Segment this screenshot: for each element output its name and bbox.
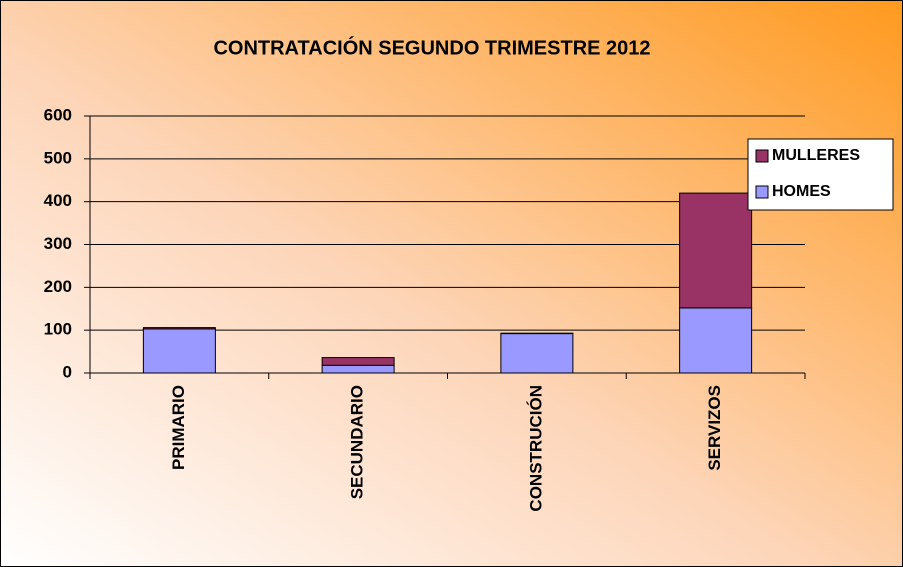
y-tick-label: 200 [44,277,72,296]
legend-box [747,138,894,211]
x-tick-label: PRIMARIO [169,385,188,470]
bar-segment [321,364,395,374]
legend-swatch [755,185,769,199]
y-tick-label: 100 [44,320,72,339]
bar-segment [321,357,395,366]
y-tick-label: 0 [63,362,72,381]
legend-swatch [755,149,769,163]
legend-label: HOMES [772,183,831,200]
bar-segment [679,192,753,309]
y-tick-label: 400 [44,191,72,210]
chart-title: CONTRATACIÓN SEGUNDO TRIMESTRE 2012 [213,35,650,59]
x-tick-label: CONSTRUCIÓN [526,385,545,512]
y-tick-label: 600 [44,105,72,124]
bar-segment [500,333,574,374]
x-tick-label: SERVIZOS [705,385,724,471]
legend-label: MULLERES [772,147,860,164]
bar-segment [142,328,216,374]
y-tick-label: 500 [44,148,72,167]
bar-segment [679,307,753,374]
bar-segment [142,327,216,330]
x-tick-label: SECUNDARIO [348,385,367,499]
y-tick-label: 300 [44,234,72,253]
